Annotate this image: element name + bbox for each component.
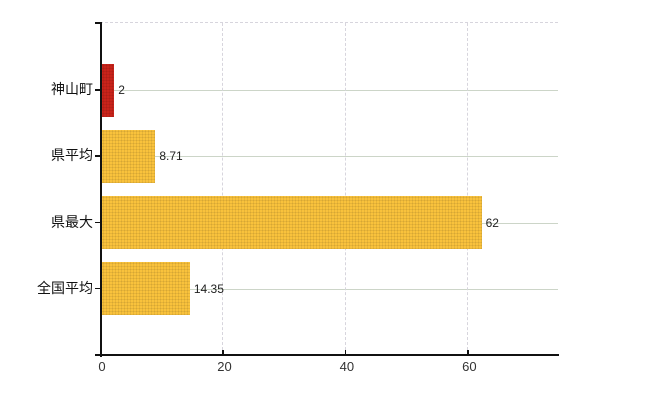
x-axis-line: [95, 354, 559, 356]
y-axis-tick: [95, 155, 100, 157]
vertical-gridline: [344, 23, 346, 355]
x-axis-tick: [467, 350, 469, 355]
bar-1: [102, 129, 156, 183]
x-axis-tick: [344, 350, 347, 355]
y-axis-top-cap-tick: [95, 22, 100, 24]
y-axis-tick: [95, 89, 100, 91]
bar-value-label: 2: [118, 83, 125, 97]
category-label: 神山町: [51, 81, 93, 97]
bar-0: [102, 63, 115, 117]
vertical-gridline: [467, 23, 469, 355]
horizontal-gridline: [100, 90, 558, 91]
x-tick-label: 20: [217, 359, 232, 374]
bar-2: [102, 196, 482, 250]
y-axis-line: [100, 22, 102, 357]
x-tick-label: 0: [98, 359, 106, 374]
category-label: 県最大: [51, 213, 93, 230]
y-axis-tick: [95, 221, 100, 224]
bar-3: [102, 262, 190, 316]
bar-value-label: 62: [485, 215, 499, 230]
y-axis-tick: [95, 287, 100, 290]
category-label: 県平均: [51, 147, 93, 164]
x-tick-label: 60: [462, 359, 477, 374]
plot-area: 2 8.71 62 14.35: [100, 22, 558, 355]
horizontal-gridline: [100, 156, 558, 158]
x-axis-tick: [222, 350, 224, 355]
bar-value-label: 8.71: [159, 149, 183, 164]
category-label: 全国平均: [37, 279, 93, 296]
horizontal-gridline: [100, 288, 558, 290]
vertical-gridline: [222, 23, 224, 355]
x-tick-label: 40: [339, 359, 355, 374]
bar-value-label: 14.35: [193, 281, 224, 296]
